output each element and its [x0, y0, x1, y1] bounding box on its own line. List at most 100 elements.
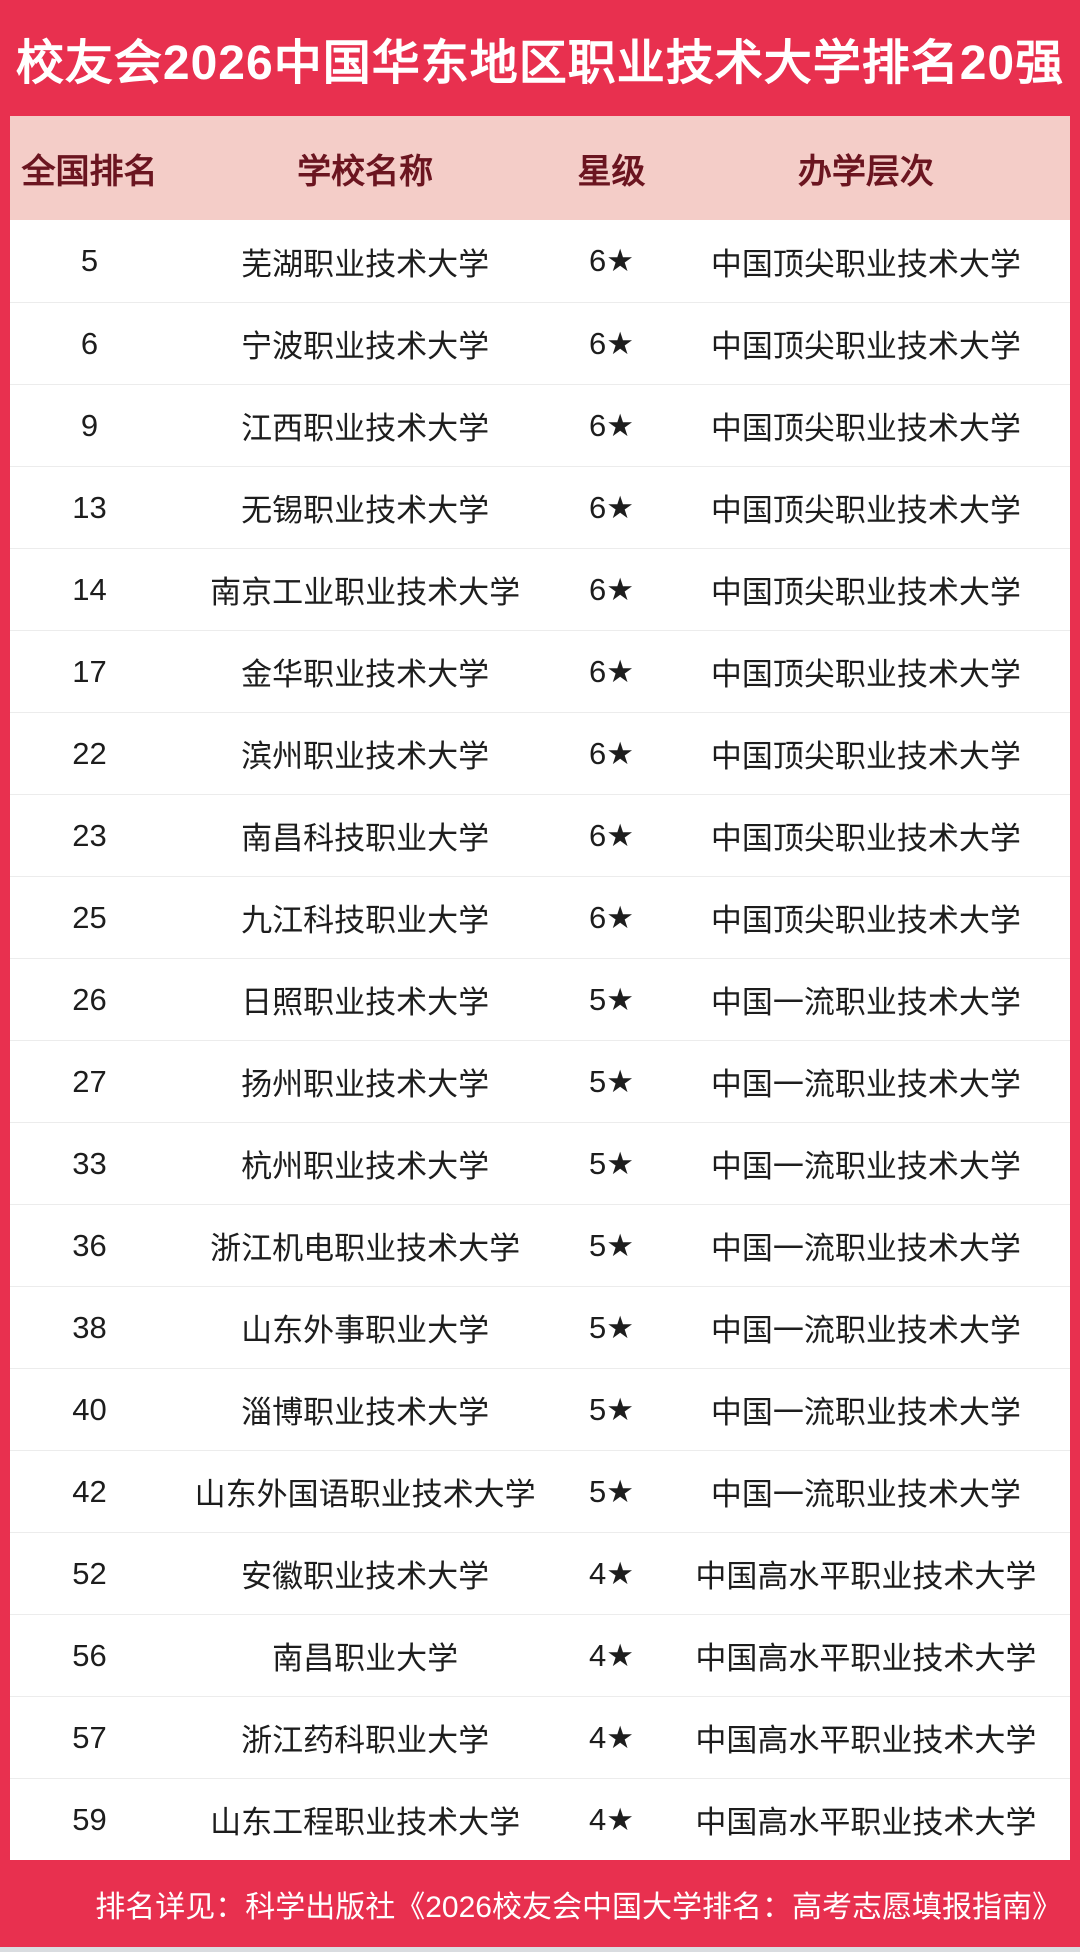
table-row: 57 浙江药科职业大学 4★ 中国高水平职业技术大学: [10, 1696, 1070, 1778]
table-row: 25 九江科技职业大学 6★ 中国顶尖职业技术大学: [10, 876, 1070, 958]
rank-cell: 14: [72, 571, 107, 607]
table-row: 22 滨州职业技术大学 6★ 中国顶尖职业技术大学: [10, 712, 1070, 794]
star-rating-cell: 6★: [589, 325, 635, 361]
title-band: 校友会2026中国华东地区职业技术大学排名20强: [0, 0, 1080, 116]
column-header-star-rating: 星级: [577, 152, 646, 191]
school-level-cell: 中国顶尖职业技术大学: [710, 411, 1021, 446]
star-rating-cell: 5★: [589, 1473, 635, 1509]
school-level-cell: 中国一流职业技术大学: [710, 1149, 1021, 1184]
table-row: 33 杭州职业技术大学 5★ 中国一流职业技术大学: [10, 1122, 1070, 1204]
school-name-cell: 浙江药科职业大学: [241, 1723, 490, 1758]
star-rating-cell: 5★: [589, 1145, 635, 1181]
star-rating-cell: 4★: [589, 1555, 635, 1591]
table-header-row: 全国排名 学校名称 星级 办学层次: [10, 116, 1070, 220]
school-name-cell: 南昌科技职业大学: [241, 821, 490, 856]
star-rating-cell: 6★: [589, 243, 635, 278]
rank-cell: 5: [80, 243, 99, 278]
star-rating-cell: 5★: [589, 1391, 635, 1427]
rank-cell: 33: [72, 1145, 107, 1181]
rank-cell: 42: [72, 1473, 107, 1509]
star-rating-cell: 4★: [589, 1719, 635, 1755]
school-name-cell: 金华职业技术大学: [241, 657, 490, 692]
rank-cell: 23: [72, 817, 107, 853]
rank-cell: 57: [72, 1719, 107, 1755]
school-level-cell: 中国顶尖职业技术大学: [710, 821, 1021, 856]
school-level-cell: 中国顶尖职业技术大学: [710, 739, 1021, 774]
school-name-cell: 南昌职业大学: [272, 1641, 459, 1676]
school-level-cell: 中国顶尖职业技术大学: [710, 246, 1021, 282]
school-level-cell: 中国高水平职业技术大学: [695, 1805, 1037, 1840]
school-name-cell: 宁波职业技术大学: [241, 329, 490, 364]
school-level-cell: 中国高水平职业技术大学: [695, 1559, 1037, 1594]
table-row: 9 江西职业技术大学 6★ 中国顶尖职业技术大学: [10, 384, 1070, 466]
page-title: 校友会2026中国华东地区职业技术大学排名20强: [15, 37, 1065, 90]
rank-cell: 17: [72, 653, 107, 689]
table-row: 14 南京工业职业技术大学 6★ 中国顶尖职业技术大学: [10, 548, 1070, 630]
school-level-cell: 中国一流职业技术大学: [710, 1067, 1021, 1102]
table-row: 38 山东外事职业大学 5★ 中国一流职业技术大学: [10, 1286, 1070, 1368]
school-level-cell: 中国一流职业技术大学: [710, 1395, 1021, 1430]
school-name-cell: 江西职业技术大学: [241, 411, 490, 446]
school-level-cell: 中国顶尖职业技术大学: [710, 657, 1021, 692]
ranking-table: 全国排名 学校名称 星级 办学层次 5 芜湖职业技术大学 6★ 中国顶尖职业技术大学 6…: [10, 116, 1070, 1860]
star-rating-cell: 5★: [589, 1063, 635, 1099]
star-rating-cell: 6★: [589, 653, 635, 689]
school-level-cell: 中国顶尖职业技术大学: [710, 329, 1021, 364]
table-row: 56 南昌职业大学 4★ 中国高水平职业技术大学: [10, 1614, 1070, 1696]
bottom-edge-strip: [0, 1947, 1080, 1952]
star-rating-cell: 6★: [589, 571, 635, 607]
table-row: 52 安徽职业技术大学 4★ 中国高水平职业技术大学: [10, 1532, 1070, 1614]
school-name-cell: 扬州职业技术大学: [241, 1067, 490, 1102]
rank-cell: 27: [72, 1063, 107, 1099]
school-name-cell: 淄博职业技术大学: [241, 1395, 490, 1430]
school-name-cell: 南京工业职业技术大学: [210, 575, 521, 610]
star-rating-cell: 6★: [589, 817, 635, 853]
rank-cell: 36: [72, 1227, 107, 1263]
table-row: 59 山东工程职业技术大学 4★ 中国高水平职业技术大学: [10, 1778, 1070, 1860]
table-row: 5 芜湖职业技术大学 6★ 中国顶尖职业技术大学: [10, 220, 1070, 302]
table-row: 6 宁波职业技术大学 6★ 中国顶尖职业技术大学: [10, 302, 1070, 384]
school-level-cell: 中国顶尖职业技术大学: [710, 903, 1021, 938]
rank-cell: 9: [80, 407, 99, 443]
rank-cell: 26: [72, 981, 107, 1017]
school-level-cell: 中国一流职业技术大学: [710, 985, 1021, 1020]
school-name-cell: 山东工程职业技术大学: [210, 1805, 521, 1840]
school-name-cell: 山东外事职业大学: [241, 1313, 490, 1348]
star-rating-cell: 4★: [589, 1637, 635, 1673]
school-level-cell: 中国一流职业技术大学: [710, 1231, 1021, 1266]
column-header-school-name: 学校名称: [297, 152, 434, 191]
table-row: 36 浙江机电职业技术大学 5★ 中国一流职业技术大学: [10, 1204, 1070, 1286]
school-name-cell: 九江科技职业大学: [241, 903, 490, 938]
table-row: 27 扬州职业技术大学 5★ 中国一流职业技术大学: [10, 1040, 1070, 1122]
table-row: 26 日照职业技术大学 5★ 中国一流职业技术大学: [10, 958, 1070, 1040]
star-rating-cell: 6★: [589, 489, 635, 525]
star-rating-cell: 5★: [589, 981, 635, 1017]
column-header-national-rank: 全国排名: [21, 152, 158, 191]
star-rating-cell: 4★: [589, 1801, 635, 1837]
table-row: 13 无锡职业技术大学 6★ 中国顶尖职业技术大学: [10, 466, 1070, 548]
school-name-cell: 滨州职业技术大学: [241, 739, 490, 774]
school-name-cell: 无锡职业技术大学: [241, 493, 490, 528]
table-row: 40 淄博职业技术大学 5★ 中国一流职业技术大学: [10, 1368, 1070, 1450]
star-rating-cell: 6★: [589, 407, 635, 443]
star-rating-cell: 5★: [589, 1309, 635, 1345]
star-rating-cell: 6★: [589, 735, 635, 771]
school-level-cell: 中国顶尖职业技术大学: [710, 575, 1021, 610]
footer-band: 排名详见：科学出版社《2026校友会中国大学排名：高考志愿填报指南》: [0, 1860, 1080, 1947]
table-row: 17 金华职业技术大学 6★ 中国顶尖职业技术大学: [10, 630, 1070, 712]
school-name-cell: 山东外国语职业技术大学: [194, 1477, 536, 1512]
star-rating-cell: 5★: [589, 1227, 635, 1263]
rank-cell: 25: [72, 899, 107, 935]
rank-cell: 13: [72, 489, 107, 525]
school-name-cell: 安徽职业技术大学: [241, 1559, 490, 1594]
table-body: 5 芜湖职业技术大学 6★ 中国顶尖职业技术大学 6 宁波职业技术大学 6★ 中国顶尖职业技术…: [10, 220, 1070, 1860]
school-name-cell: 浙江机电职业技术大学: [210, 1231, 521, 1266]
table-row: 42 山东外国语职业技术大学 5★ 中国一流职业技术大学: [10, 1450, 1070, 1532]
star-rating-cell: 6★: [589, 899, 635, 935]
rank-cell: 40: [72, 1391, 107, 1427]
footer-source-note: 排名详见：科学出版社《2026校友会中国大学排名：高考志愿填报指南》: [95, 1890, 1062, 1924]
rank-cell: 52: [72, 1555, 107, 1591]
rank-cell: 38: [72, 1309, 107, 1345]
rank-cell: 56: [72, 1637, 107, 1673]
